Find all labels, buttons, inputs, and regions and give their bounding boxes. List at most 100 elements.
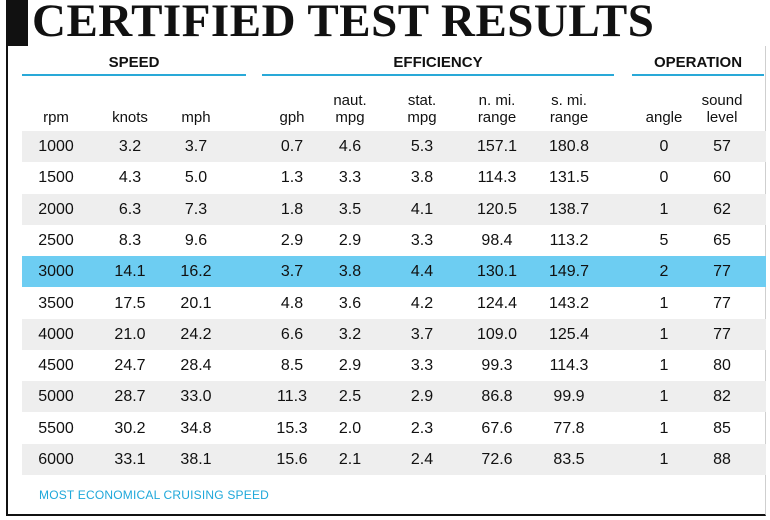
table-cell: 82 xyxy=(713,388,731,406)
table-row: 4500 24.7 28.4 8.5 2.9 3.3 99.3 114.3 1 80 xyxy=(22,350,766,381)
column-header: gph xyxy=(279,109,305,126)
table-cell: 1000 xyxy=(38,138,74,155)
table-cell: 143.2 xyxy=(548,294,590,312)
table-cell: 2000 xyxy=(38,200,74,218)
table-cell: 2 xyxy=(659,263,669,281)
table-cell: 9.6 xyxy=(184,231,208,249)
table-cell: 2.9 xyxy=(410,388,434,406)
group-header-operation: OPERATION xyxy=(653,54,743,71)
table-row: 2000 6.3 7.3 1.8 3.5 4.1 120.5 138.7 1 62 xyxy=(22,193,766,225)
table-cell: 2.1 xyxy=(338,451,362,468)
table-cell: 5.3 xyxy=(410,138,434,155)
table-cell: 2.9 xyxy=(280,231,304,249)
table-cell: 2.4 xyxy=(410,451,434,468)
table-cell: 34.8 xyxy=(180,419,212,437)
table-cell: 7.3 xyxy=(184,200,208,218)
table-cell: 3.8 xyxy=(338,263,362,281)
table-cell: 3.6 xyxy=(338,294,362,312)
table-cell: 0.7 xyxy=(280,138,304,155)
table-cell: 88 xyxy=(713,451,731,468)
table-cell: 8.5 xyxy=(280,357,304,375)
table-cell: 77.8 xyxy=(553,419,585,437)
table-cell: 4.8 xyxy=(280,294,304,312)
table-cell: 3.3 xyxy=(410,231,434,249)
table-cell: 131.5 xyxy=(548,169,590,187)
table-cell: 24.7 xyxy=(114,357,146,375)
title-accent-bar xyxy=(6,0,28,46)
table-cell: 3.3 xyxy=(338,169,362,187)
table-row: 4000 21.0 24.2 6.6 3.2 3.7 109.0 125.4 1 77 xyxy=(22,318,766,350)
table-cell: 2.3 xyxy=(410,419,434,437)
table-cell: 3.8 xyxy=(410,169,434,187)
table-cell: 4.4 xyxy=(410,263,434,281)
table-cell: 80 xyxy=(713,357,731,375)
table-cell: 38.1 xyxy=(180,451,212,468)
table-cell: 20.1 xyxy=(180,294,212,312)
table-cell: 15.3 xyxy=(276,419,308,437)
table-cell: 138.7 xyxy=(548,200,590,218)
table-cell: 3000 xyxy=(38,263,74,281)
table-cell: 21.0 xyxy=(114,325,146,343)
table-cell: 157.1 xyxy=(476,138,518,155)
table-cell: 67.6 xyxy=(481,419,513,437)
table-cell: 1.8 xyxy=(280,200,304,218)
table-cell: 120.5 xyxy=(476,200,518,218)
group-underline xyxy=(632,74,764,76)
column-header: sound level xyxy=(701,92,743,126)
table-row: 5500 30.2 34.8 15.3 2.0 2.3 67.6 77.8 1 85 xyxy=(22,413,766,444)
table-cell: 98.4 xyxy=(481,231,513,249)
table-cell: 1 xyxy=(659,294,669,312)
table-cell: 14.1 xyxy=(114,263,146,281)
table-cell: 57 xyxy=(713,138,731,155)
table-cell: 72.6 xyxy=(481,451,513,468)
table-cell: 28.7 xyxy=(114,388,146,406)
column-header: rpm xyxy=(43,109,69,126)
table-row: 2500 8.3 9.6 2.9 2.9 3.3 98.4 113.2 5 65 xyxy=(22,225,766,256)
table-cell: 1 xyxy=(659,200,669,218)
table-cell: 113.2 xyxy=(549,231,589,249)
table-cell: 109.0 xyxy=(476,325,518,343)
table-cell: 85 xyxy=(713,419,731,437)
group-header-speed: SPEED xyxy=(108,54,160,71)
table-cell: 4500 xyxy=(38,357,74,375)
table-cell: 5.0 xyxy=(184,169,208,187)
column-header: naut. mpg xyxy=(333,92,367,126)
table-cell: 1 xyxy=(659,419,669,437)
table-cell: 62 xyxy=(713,200,731,218)
table-cell: 180.8 xyxy=(548,138,590,155)
page-title: CERTIFIED TEST RESULTS xyxy=(32,0,655,47)
table-cell: 99.9 xyxy=(553,388,585,406)
table-cell: 24.2 xyxy=(180,325,212,343)
table-cell: 3500 xyxy=(38,294,74,312)
table-cell: 65 xyxy=(713,231,731,249)
table-row: 6000 33.1 38.1 15.6 2.1 2.4 72.6 83.5 1 88 xyxy=(22,444,766,475)
column-header: n. mi. range xyxy=(477,92,517,126)
table-cell: 125.4 xyxy=(548,325,590,343)
table-cell: 11.3 xyxy=(277,388,307,406)
table-cell: 8.3 xyxy=(118,231,142,249)
column-header: angle xyxy=(645,109,683,126)
group-header-efficiency: EFFICIENCY xyxy=(393,54,483,71)
table-cell: 1.3 xyxy=(280,169,304,187)
column-header: stat. mpg xyxy=(407,92,437,126)
table-cell: 5 xyxy=(659,231,669,249)
table-cell: 83.5 xyxy=(553,451,585,468)
table-cell: 6000 xyxy=(38,451,74,468)
table-cell: 0 xyxy=(659,138,669,155)
table-cell: 2500 xyxy=(38,231,74,249)
table-cell: 4000 xyxy=(38,325,74,343)
table-cell: 130.1 xyxy=(476,263,518,281)
table-cell: 2.9 xyxy=(338,231,362,249)
table-cell: 1 xyxy=(659,325,669,343)
table-cell: 124.4 xyxy=(476,294,518,312)
table-cell: 5500 xyxy=(38,419,74,437)
table-row: 3000 14.1 16.2 3.7 3.8 4.4 130.1 149.7 2 77 xyxy=(22,256,766,288)
table-cell: 33.1 xyxy=(114,451,146,468)
table-cell: 3.2 xyxy=(338,325,362,343)
table-cell: 2.9 xyxy=(338,357,362,375)
table-cell: 5000 xyxy=(38,388,74,406)
table-cell: 99.3 xyxy=(481,357,513,375)
table-cell: 4.3 xyxy=(118,169,142,187)
column-header: knots xyxy=(112,109,148,126)
table-cell: 1 xyxy=(659,388,669,406)
